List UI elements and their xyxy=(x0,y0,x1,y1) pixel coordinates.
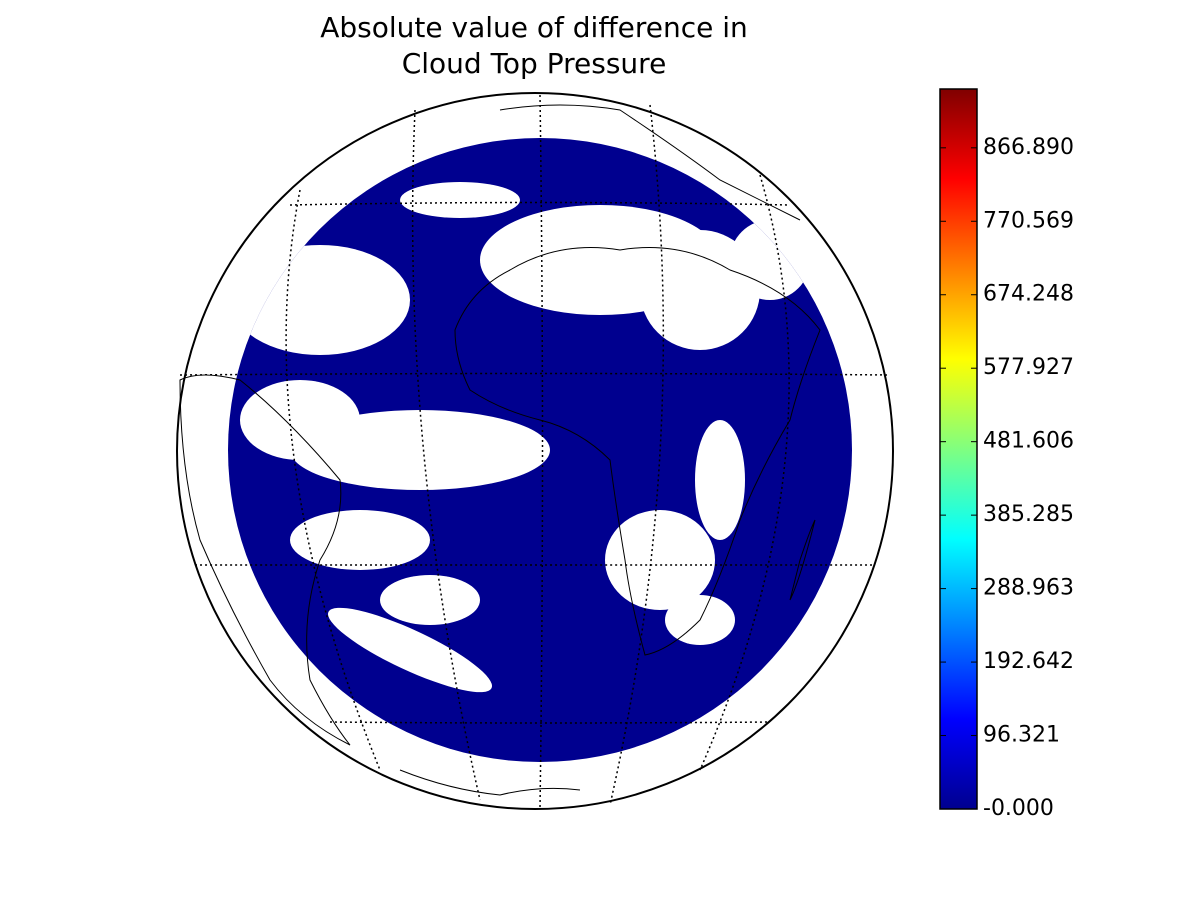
colorbar-tick-label: 866.890 xyxy=(983,135,1074,160)
colorbar-tick-label: 288.963 xyxy=(983,576,1074,601)
colorbar-tick-label: 577.927 xyxy=(983,355,1074,380)
clouds xyxy=(230,182,810,693)
colorbar-tick-label: 385.285 xyxy=(983,502,1074,527)
colorbar-tick-label: 770.569 xyxy=(983,208,1074,233)
colorbar-tick-label: 192.642 xyxy=(983,649,1074,674)
colorbar-tick-label: -0.000 xyxy=(983,796,1054,821)
colorbar-tick-label: 481.606 xyxy=(983,429,1074,454)
globe xyxy=(176,92,894,810)
chart-title: Absolute value of difference in Cloud To… xyxy=(320,11,748,80)
coastlines xyxy=(179,104,821,796)
graticule xyxy=(179,94,891,809)
colorbar xyxy=(939,88,978,810)
colorbar-tick-label: 96.321 xyxy=(983,723,1060,748)
colorbar-tick-label: 674.248 xyxy=(983,282,1074,307)
